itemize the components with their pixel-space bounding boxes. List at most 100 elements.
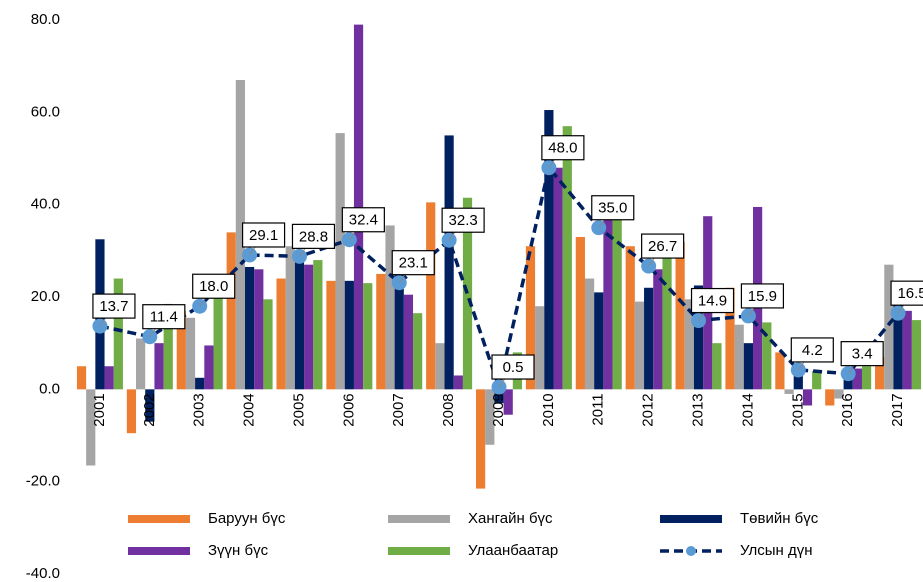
bar — [693, 285, 704, 390]
legend-label: Хангайн бүс — [468, 510, 553, 527]
bar — [145, 389, 155, 422]
y-tick-label: -20.0 — [26, 473, 60, 490]
bar — [553, 167, 563, 390]
data-label: 3.4 — [852, 346, 873, 363]
bar — [104, 366, 114, 390]
bar — [485, 389, 495, 445]
bar — [812, 370, 822, 390]
bar — [852, 368, 862, 390]
bar — [476, 389, 486, 489]
bar — [743, 343, 754, 390]
data-label: 11.4 — [150, 309, 178, 326]
data-label: 23.1 — [399, 255, 428, 272]
bar — [86, 389, 96, 466]
bar — [875, 357, 885, 390]
label-box — [541, 135, 585, 161]
bar — [503, 389, 513, 415]
legend-swatch — [128, 515, 190, 523]
data-label: 15.9 — [748, 288, 777, 305]
bar — [725, 287, 735, 390]
bar — [204, 345, 214, 390]
y-tick-label: 60.0 — [31, 103, 60, 120]
x-tick-label: 2005 — [290, 393, 307, 426]
label-box — [491, 354, 535, 380]
data-label: 4.2 — [802, 342, 823, 359]
label-box — [341, 207, 385, 233]
bar — [784, 389, 794, 394]
label-box — [241, 222, 286, 248]
x-tick-label: 2012 — [640, 393, 657, 426]
legend-swatch — [660, 515, 722, 523]
legend-label: Улсын дүн — [740, 542, 813, 559]
label-box — [441, 207, 485, 233]
bar — [344, 280, 354, 390]
bar — [575, 236, 585, 390]
data-label: 14.9 — [698, 293, 727, 310]
data-label: 32.4 — [349, 212, 378, 229]
bar — [276, 278, 286, 390]
bar — [413, 313, 423, 390]
label-box — [740, 283, 785, 309]
bar — [453, 375, 463, 390]
bar — [861, 366, 872, 390]
bar — [494, 389, 504, 404]
bar — [603, 211, 613, 390]
y-tick-label: 80.0 — [31, 11, 60, 28]
bar — [911, 320, 922, 390]
line — [99, 163, 900, 394]
data-label: 28.8 — [299, 228, 328, 245]
x-tick-label: 2010 — [540, 393, 557, 426]
bar — [185, 317, 196, 390]
bar — [843, 375, 853, 390]
legend-label: Төвийн бүс — [740, 510, 819, 527]
bar — [775, 352, 785, 390]
label-box — [192, 273, 236, 299]
x-tick-label: 2011 — [590, 393, 607, 425]
data-label: 29.1 — [249, 227, 278, 244]
bar — [113, 278, 123, 390]
bar — [226, 232, 236, 390]
bar — [653, 269, 663, 390]
bar — [335, 133, 345, 390]
data-label: 0.5 — [503, 359, 524, 376]
bar — [294, 257, 305, 390]
bar — [313, 260, 323, 390]
x-tick-label: 2001 — [91, 393, 108, 426]
bar — [684, 299, 694, 390]
x-tick-label: 2013 — [689, 393, 706, 426]
label-box — [890, 280, 923, 306]
bar — [625, 246, 635, 390]
legend-swatch — [128, 547, 190, 555]
bar — [584, 278, 595, 390]
bar — [213, 287, 223, 390]
bar — [244, 266, 255, 390]
x-tick-label: 2016 — [839, 393, 856, 426]
data-label: 18.0 — [199, 278, 228, 295]
x-tick-label: 2002 — [141, 393, 158, 426]
bar — [304, 264, 314, 390]
bar — [535, 306, 545, 390]
label-box — [641, 233, 685, 259]
bar — [363, 283, 373, 390]
label-box — [142, 304, 186, 330]
bar — [136, 338, 146, 390]
x-tick-label: 2015 — [789, 393, 806, 426]
y-tick-label: 0.0 — [39, 380, 60, 397]
bar — [525, 246, 536, 390]
bar — [126, 389, 137, 434]
legend-label: Улаанбаатар — [468, 542, 558, 559]
x-tick-label: 2017 — [889, 393, 906, 426]
data-label: 26.7 — [648, 238, 677, 255]
bar — [612, 204, 622, 390]
bar — [793, 370, 803, 390]
data-label: 13.7 — [99, 298, 128, 315]
label-box — [291, 223, 336, 249]
x-tick-label: 2014 — [739, 393, 756, 426]
bar — [884, 264, 894, 390]
legend-label: Баруун бүс — [208, 510, 286, 527]
bar — [902, 310, 912, 390]
bar — [762, 322, 772, 390]
bar — [195, 377, 205, 390]
data-label: 35.0 — [598, 200, 627, 217]
bar — [435, 343, 445, 390]
